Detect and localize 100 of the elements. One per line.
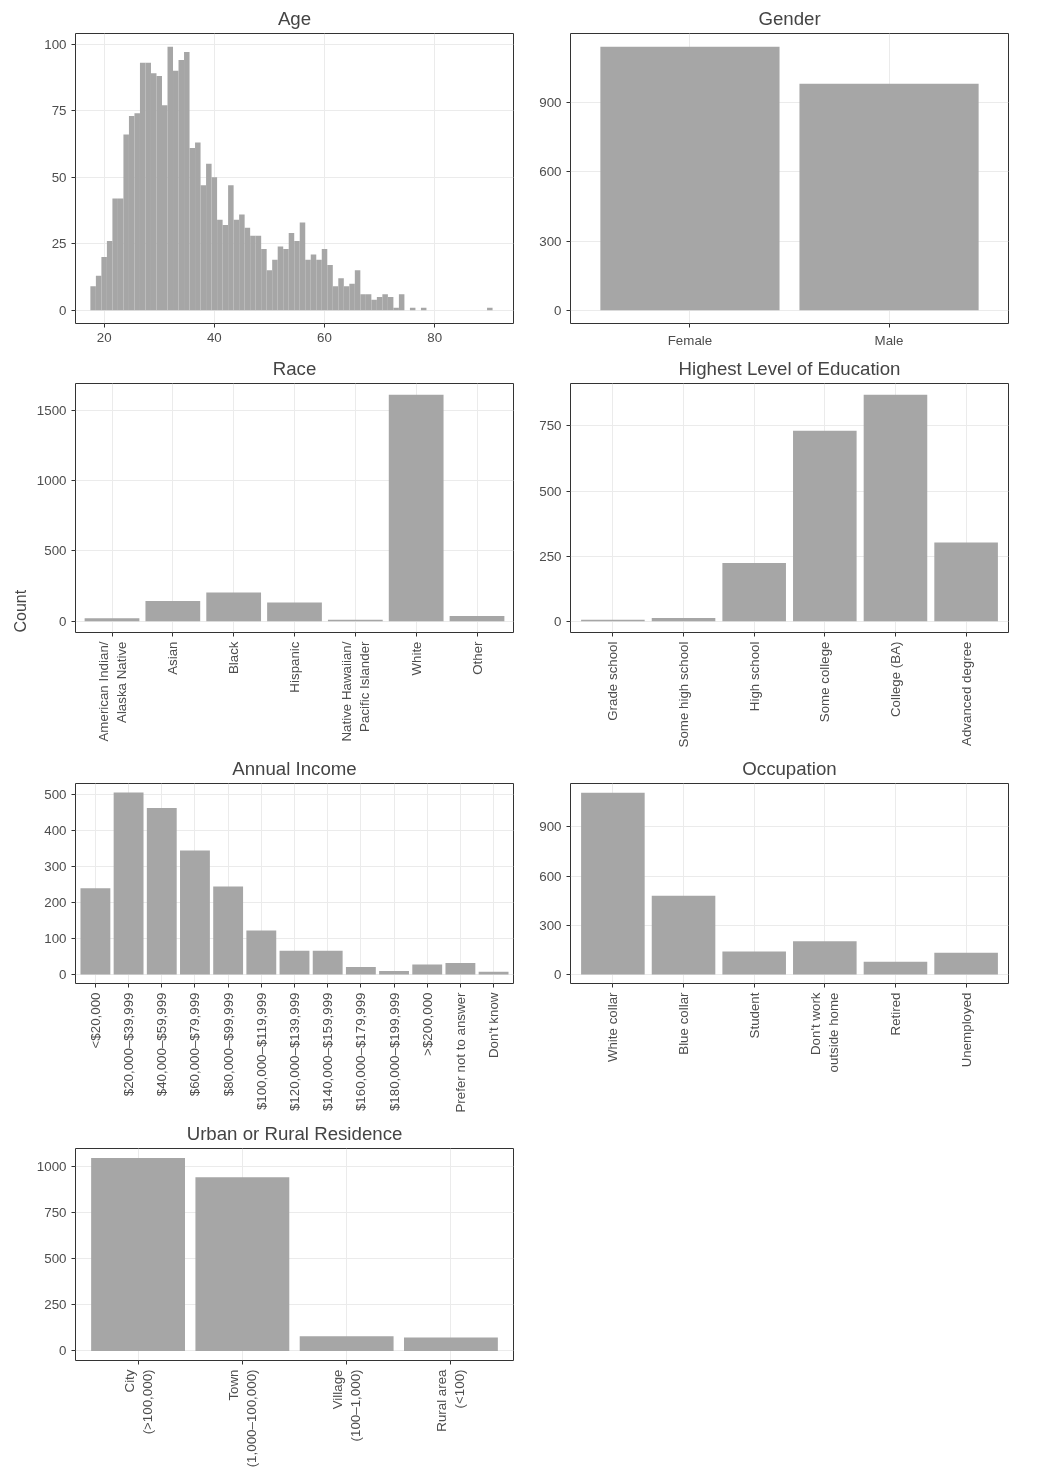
x-tick-label: 40 [206,329,222,345]
y-axis-title: Count [11,589,29,633]
y-tick-label: 100 [44,931,67,947]
y-tick-label: 400 [44,823,67,839]
bar [449,616,505,622]
x-tick-label: Asian [165,641,181,675]
bar [379,970,409,975]
x-tick-label: High school [746,641,762,712]
bar [84,618,140,622]
bar [581,792,645,975]
bar [113,792,144,975]
y-tick-label: 1000 [36,1158,67,1174]
x-tick-label: Retired [887,992,903,1036]
y-tick-label: 250 [44,1297,67,1313]
chart-title: Gender [758,7,821,29]
bar [279,950,310,975]
x-tick-label: Black [226,641,242,675]
x-tick-label: White collar [605,991,621,1063]
x-tick-label: 60 [317,329,332,345]
y-tick-label: 75 [51,103,67,119]
bar [312,950,343,975]
y-tick-label: 500 [539,483,562,499]
x-tick-label: $120,000–$139,999 [287,992,302,1112]
x-tick-label: Don't know [486,992,502,1059]
y-tick-label: 1500 [36,403,67,419]
bar [793,941,857,975]
bar [80,888,111,975]
y-tick-label: 300 [539,917,562,933]
y-tick-label: 300 [539,233,562,249]
x-tick-label: $160,000–$179,999 [353,992,369,1112]
x-tick-label: Village (100–1,000) [330,1369,364,1442]
y-tick-label: 500 [44,787,67,803]
bar [213,886,244,975]
x-tick-label: Male [874,332,904,348]
y-tick-label: 0 [59,967,67,983]
chart-title: Highest Level of Education [678,357,901,379]
bar [195,1177,290,1351]
x-tick-label: <$20,000 [87,992,103,1049]
x-tick-label: Grade school [605,641,621,721]
y-tick-label: 0 [554,966,562,982]
x-tick-label: $100,000–$119,999 [253,992,269,1111]
x-tick-label: $80,000–$99,999 [220,992,236,1097]
x-tick-label: Native Hawaiian/ Pacific Islander [338,640,372,742]
bar [722,951,786,975]
bar [388,394,444,622]
y-tick-label: 100 [44,36,67,52]
x-tick-label: 20 [96,329,112,345]
bar [91,1158,185,1351]
y-tick-label: 300 [44,859,67,875]
x-tick-label: Some high school [676,641,692,748]
bar [404,1337,498,1351]
x-tick-label: Town (1,000–100,000) [225,1369,259,1468]
x-tick-label: City (>100,000) [121,1369,155,1435]
chart-title: Race [272,357,317,379]
x-tick-label: American Indian/ Alaska Native [95,641,129,742]
y-tick-label: 1000 [36,473,67,489]
y-tick-label: 0 [554,613,562,629]
x-tick-label: Advanced degree [958,641,974,746]
bar [934,952,998,975]
x-tick-label: Female [667,332,713,348]
y-tick-label: 500 [44,1250,67,1266]
y-tick-label: 500 [44,543,67,559]
x-tick-label: >$200,000 [419,992,435,1056]
x-tick-label: Unemployed [958,992,974,1068]
chart-title: Annual Income [232,757,357,779]
y-tick-label: 0 [59,613,67,629]
chart-title: Age [277,7,312,29]
y-tick-label: 900 [539,819,562,835]
x-tick-label: Hispanic [287,641,302,693]
y-tick-label: 750 [539,418,562,434]
x-tick-label: $20,000–$39,999 [121,992,137,1097]
x-tick-label: $60,000–$79,999 [187,992,203,1097]
bar [145,601,201,622]
x-tick-label: Don't work outside home [808,992,842,1073]
x-tick-label: Blue collar [676,991,692,1055]
bar [246,930,277,975]
bar [722,562,786,622]
bar [299,1336,394,1351]
bar [345,966,376,975]
x-tick-label: Student [746,992,762,1039]
bar [412,964,443,975]
bar [651,895,716,975]
bar [206,592,262,622]
y-tick-label: 250 [539,548,562,564]
y-tick-label: 750 [44,1204,67,1220]
chart-title: Urban or Rural Residence [186,1122,403,1144]
chart-title: Occupation [742,757,837,779]
bar [478,971,509,975]
y-tick-label: 50 [51,169,67,185]
y-tick-label: 600 [539,164,562,180]
y-tick-label: 600 [539,868,562,884]
y-tick-label: 25 [51,236,67,252]
bar [267,602,322,622]
x-tick-label: College (BA) [887,641,903,718]
x-tick-label: $180,000–$199,999 [386,992,402,1112]
y-tick-label: 900 [539,94,562,110]
x-tick-label: Prefer not to answer [452,991,468,1113]
x-tick-label: Some college [817,641,833,723]
y-tick-label: 0 [59,1343,67,1359]
x-tick-label: 80 [427,329,443,345]
